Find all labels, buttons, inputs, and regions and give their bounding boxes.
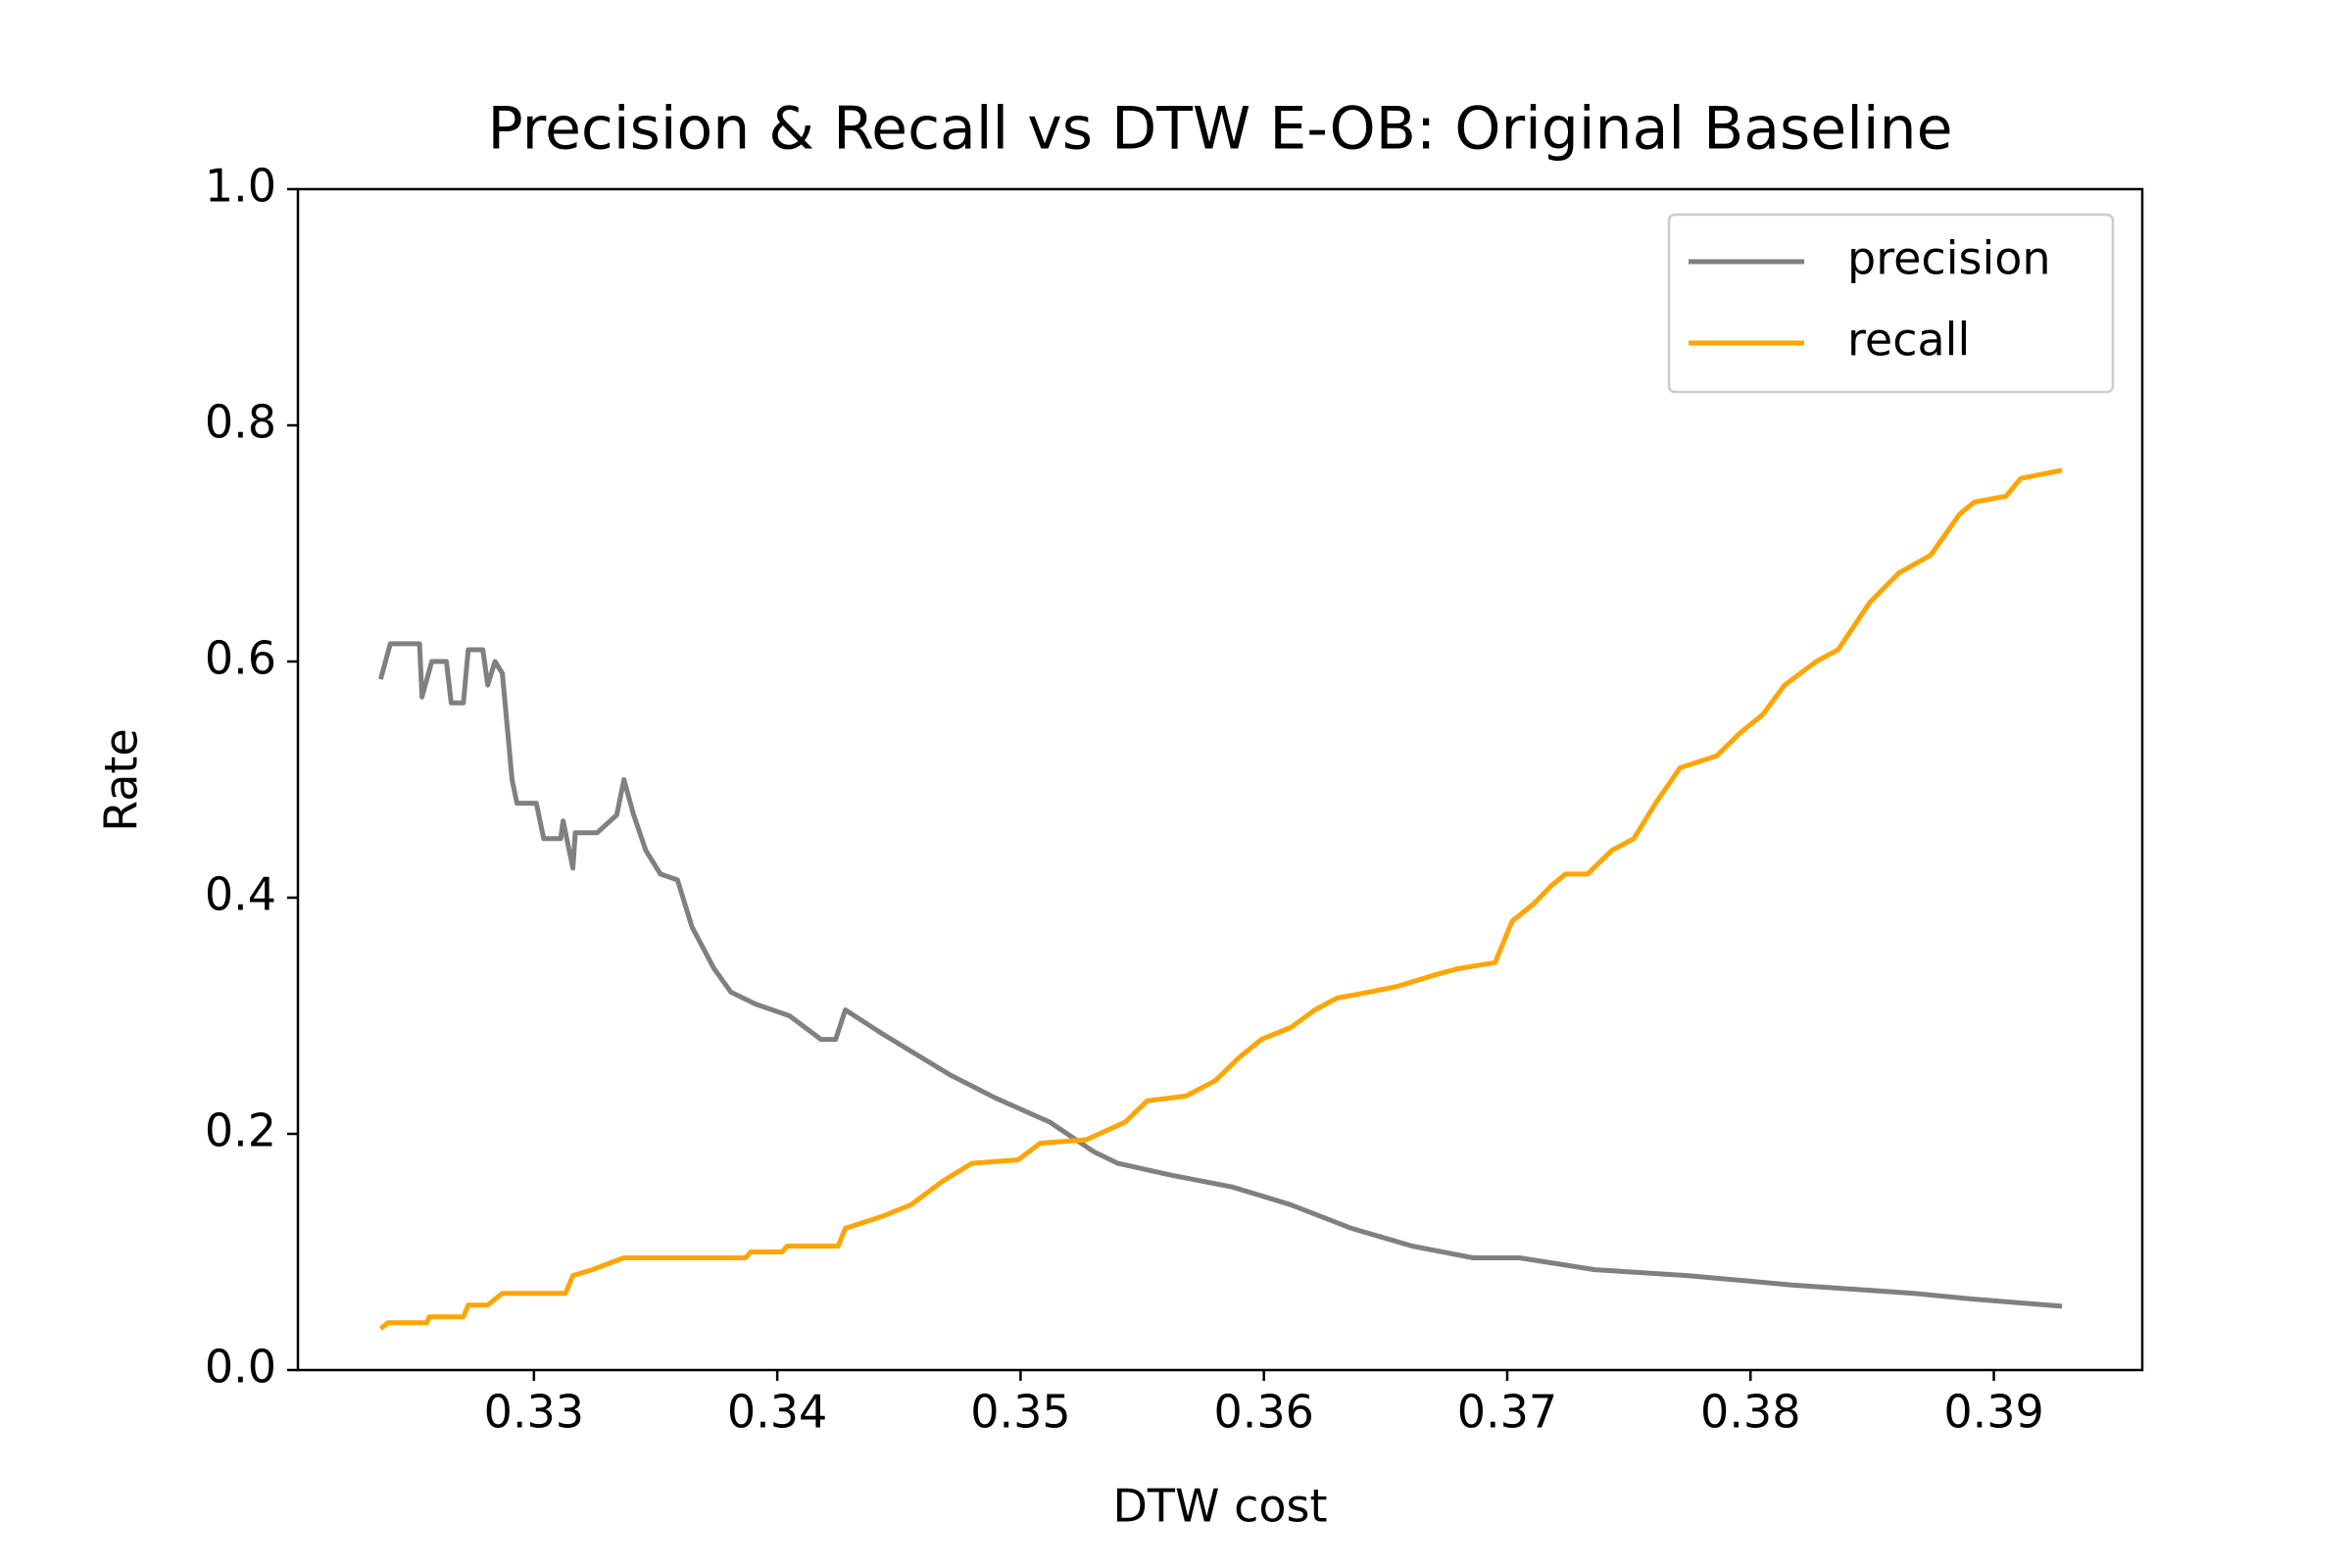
y-tick-label: 0.4 <box>205 868 276 921</box>
line-series <box>377 641 2063 1309</box>
legend-box <box>1667 213 2115 394</box>
x-tick-label: 0.35 <box>970 1386 1070 1439</box>
x-tick-label: 0.36 <box>1213 1386 1313 1439</box>
x-tick-label: 0.37 <box>1457 1386 1557 1439</box>
y-axis-label: Rate <box>95 728 148 831</box>
x-tick-label: 0.39 <box>1943 1386 2043 1439</box>
legend-label: precision <box>1847 232 2051 285</box>
y-tick-label: 1.0 <box>205 160 276 213</box>
y-tick-label: 0.0 <box>205 1341 276 1394</box>
plot-frame <box>296 187 2144 1372</box>
x-tick-label: 0.33 <box>484 1386 584 1439</box>
x-tick-label: 0.38 <box>1700 1386 1800 1439</box>
legend-label: recall <box>1847 314 1970 367</box>
x-tick-label: 0.34 <box>727 1386 827 1439</box>
chart-title: Precision & Recall vs DTW E-OB: Original… <box>488 95 1953 164</box>
line-series <box>378 467 2063 1331</box>
y-tick-label: 0.8 <box>205 396 276 449</box>
y-tick-label: 0.6 <box>205 632 276 685</box>
y-tick-label: 0.2 <box>205 1104 276 1157</box>
x-axis-label: DTW cost <box>1112 1480 1327 1533</box>
